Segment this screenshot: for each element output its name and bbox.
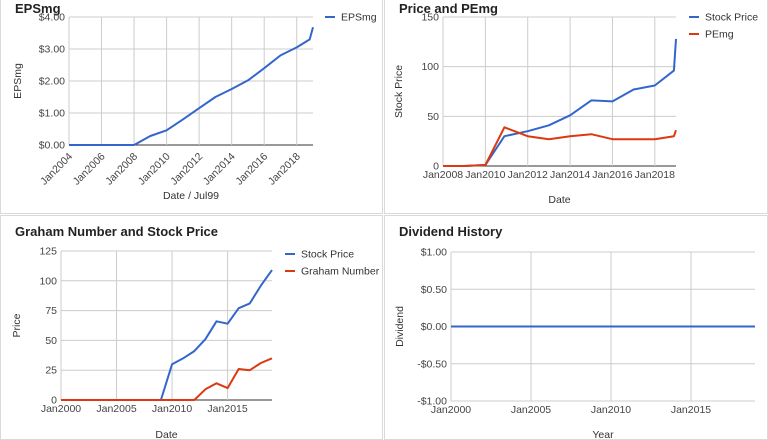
series-line (69, 26, 314, 146)
chart-title: Graham Number and Stock Price (15, 224, 219, 239)
y-tick-label: $2.00 (39, 76, 65, 88)
y-tick-label: 50 (427, 111, 439, 123)
dividend-chart: -$1.00 -$0.50 $0.00 $0.50 $1.00 Jan2000 Jan200… (394, 247, 755, 440)
x-tick-label: Jan2016 (592, 169, 632, 181)
legend-label: Graham Number (301, 266, 380, 278)
y-tick-label: -$0.50 (417, 358, 447, 370)
graham-chart: 0 25 50 75 100 125 Jan2000 Jan2005 Jan2010 Jan201… (11, 246, 380, 440)
x-tick-label: Jan2000 (41, 403, 81, 415)
series-line (443, 126, 677, 167)
x-axis-label: Date (548, 194, 570, 206)
x-tick-label: Jan2005 (511, 404, 551, 416)
y-tick-label: 150 (421, 12, 439, 24)
y-tick-label: $4.00 (39, 12, 65, 24)
y-axis-label: Dividend (394, 306, 406, 347)
x-tick-label: Jan2012 (168, 151, 205, 188)
series-line (61, 269, 273, 401)
y-axis-label: Price (11, 313, 23, 337)
x-tick-label: Jan2000 (431, 404, 471, 416)
chart-title: EPSmg (15, 1, 61, 16)
x-tick-label: Jan2016 (233, 151, 270, 188)
y-tick-label: 0 (51, 395, 57, 407)
x-tick-label: Jan2015 (671, 404, 711, 416)
y-tick-label: 50 (45, 335, 57, 347)
y-tick-label: $0.50 (421, 284, 447, 296)
x-axis-label: Date (155, 429, 177, 440)
eps-chart-panel: EPSmg $0.00 $1.00 $2.00 $3.00 $4.00 Jan2004 Ja… (0, 0, 383, 214)
x-axis-label: Date / Jul99 (163, 190, 219, 202)
y-tick-label: $3.00 (39, 44, 65, 56)
y-tick-label: $0.00 (39, 140, 65, 152)
x-tick-label: Jan2008 (423, 169, 463, 181)
x-tick-label: Jan2014 (201, 151, 238, 188)
y-tick-label: -$1.00 (417, 396, 447, 408)
y-axis-label: EPSmg (12, 63, 24, 99)
x-tick-label: Jan2010 (465, 169, 505, 181)
legend-label: PEmg (705, 29, 734, 41)
x-axis-label: Year (592, 429, 614, 440)
eps-chart: $0.00$1.00$2.00$3.00$4.00Jan2004Jan2006J… (12, 12, 377, 203)
legend-label: Stock Price (301, 249, 354, 261)
y-tick-label: 0 (433, 161, 439, 173)
x-tick-label: Jan2010 (152, 403, 192, 415)
x-tick-label: Jan2005 (96, 403, 136, 415)
x-tick-label: Jan2012 (508, 169, 548, 181)
chart-title: Dividend History (399, 224, 503, 239)
price-pe-chart-panel: Price and PEmg 0 50 100 150 Jan2008 Jan2010 Ja… (384, 0, 768, 214)
x-tick-label: Jan2010 (136, 151, 173, 188)
y-tick-label: 75 (45, 305, 57, 317)
y-tick-label: 100 (421, 61, 439, 73)
y-axis-label: Stock Price (393, 65, 405, 118)
series-line (61, 357, 273, 401)
y-tick-label: $1.00 (421, 247, 447, 259)
y-tick-label: $1.00 (39, 108, 65, 120)
x-tick-label: Jan2010 (591, 404, 631, 416)
x-tick-label: Jan2008 (103, 151, 140, 188)
y-tick-label: 125 (39, 246, 57, 258)
chart-title: Price and PEmg (399, 1, 498, 16)
y-tick-label: $0.00 (421, 321, 447, 333)
y-tick-label: 100 (39, 275, 57, 287)
x-tick-label: Jan2015 (207, 403, 247, 415)
x-tick-label: Jan2014 (550, 169, 590, 181)
series-line (443, 38, 677, 167)
x-tick-label: Jan2018 (635, 169, 675, 181)
dividend-chart-panel: Dividend History -$1.00 -$0.50 $0.00 $0.50 $… (384, 215, 768, 440)
legend-label: Stock Price (705, 12, 758, 24)
graham-chart-panel: Graham Number and Stock Price 0 25 50 75 100… (0, 215, 383, 440)
x-tick-label: Jan2006 (71, 151, 108, 188)
x-tick-label: Jan2004 (38, 151, 75, 188)
legend-label: EPSmg (341, 12, 377, 24)
x-tick-label: Jan2018 (266, 151, 303, 188)
y-tick-label: 25 (45, 365, 57, 377)
